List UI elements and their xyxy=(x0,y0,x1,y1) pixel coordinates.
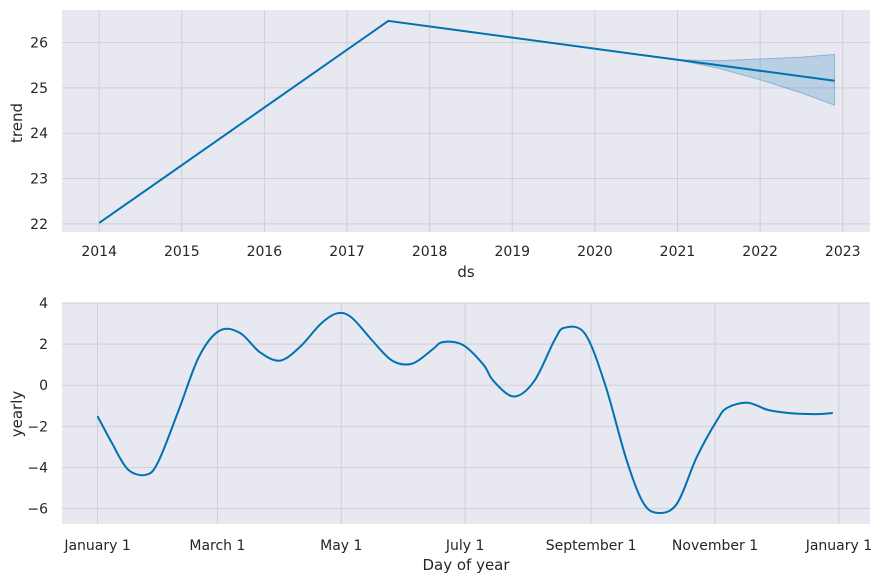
trend-x-tick-label: 2015 xyxy=(164,244,200,260)
trend-y-tick-labels: 22 23 24 25 26 xyxy=(30,36,48,233)
yearly-x-tick-label: May 1 xyxy=(320,538,362,554)
yearly-line xyxy=(96,311,833,515)
yearly-y-axis-label: yearly xyxy=(8,391,26,438)
yearly-y-tick-label: 2 xyxy=(39,337,48,353)
yearly-y-tick-label: 0 xyxy=(39,378,48,394)
yearly-y-tick-label: 4 xyxy=(39,296,48,312)
trend-y-tick-label: 22 xyxy=(30,217,48,233)
yearly-plot-area xyxy=(62,303,870,524)
trend-y-axis-label: trend xyxy=(8,103,26,143)
trend-x-tick-label: 2018 xyxy=(412,244,448,260)
yearly-x-tick-label: July 1 xyxy=(445,538,485,554)
trend-x-tick-label: 2023 xyxy=(825,244,861,260)
trend-y-tick-label: 26 xyxy=(30,36,48,52)
trend-x-tick-label: 2021 xyxy=(660,244,696,260)
yearly-x-tick-label: September 1 xyxy=(546,538,637,554)
yearly-series xyxy=(96,311,833,515)
yearly-y-tick-label: −6 xyxy=(27,502,48,518)
trend-y-tick-label: 24 xyxy=(30,126,48,142)
trend-grid xyxy=(62,10,870,232)
yearly-panel: January 1 March 1 May 1 July 1 September 1 No… xyxy=(8,296,872,574)
trend-x-tick-label: 2016 xyxy=(247,244,283,260)
yearly-x-tick-labels: January 1 March 1 May 1 July 1 September 1 No… xyxy=(63,538,872,554)
yearly-x-tick-label: January 1 xyxy=(805,538,872,554)
trend-line xyxy=(98,19,835,224)
yearly-y-tick-label: −4 xyxy=(27,460,48,476)
yearly-x-tick-label: November 1 xyxy=(672,538,758,554)
trend-x-tick-label: 2020 xyxy=(577,244,613,260)
trend-x-tick-label: 2014 xyxy=(81,244,117,260)
yearly-y-tick-label: −2 xyxy=(27,419,48,435)
trend-x-tick-label: 2017 xyxy=(329,244,365,260)
trend-x-tick-label: 2022 xyxy=(742,244,778,260)
yearly-x-tick-label: March 1 xyxy=(189,538,245,554)
trend-panel: 2014 2015 2016 2017 2018 2019 2020 2021 2022 2023… xyxy=(8,10,870,281)
trend-y-tick-label: 25 xyxy=(30,81,48,97)
trend-y-tick-label: 23 xyxy=(30,172,48,188)
trend-x-axis-label: ds xyxy=(457,263,475,281)
trend-series xyxy=(98,19,835,224)
yearly-x-tick-label: January 1 xyxy=(63,538,130,554)
yearly-grid xyxy=(62,302,870,524)
trend-x-tick-labels: 2014 2015 2016 2017 2018 2019 2020 2021 2022 2023 xyxy=(81,244,860,260)
trend-x-tick-label: 2019 xyxy=(494,244,530,260)
trend-plot-area xyxy=(62,10,870,232)
yearly-y-tick-labels: 4 2 0 −2 −4 −6 xyxy=(27,296,48,518)
yearly-x-axis-label: Day of year xyxy=(422,556,510,574)
